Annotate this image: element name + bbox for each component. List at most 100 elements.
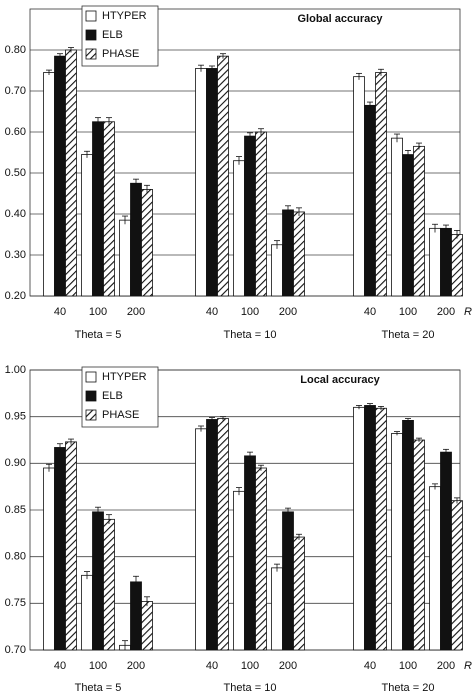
x-tick-label: 200	[127, 660, 145, 672]
error-bar	[46, 69, 52, 76]
error-bar	[236, 156, 242, 165]
error-bar	[144, 596, 150, 607]
y-tick-label: 0.75	[5, 597, 26, 609]
error-bar	[220, 416, 226, 421]
x-tick-label: 100	[241, 306, 259, 318]
error-bar	[296, 207, 302, 217]
legend-label: ELB	[102, 29, 123, 41]
x-axis-label: R	[464, 306, 472, 318]
bar	[375, 407, 387, 651]
error-bar	[57, 443, 63, 452]
x-tick-label: 40	[206, 306, 218, 318]
error-bar	[84, 571, 90, 580]
error-bar	[356, 405, 362, 410]
error-bar	[405, 150, 411, 159]
bar	[271, 244, 283, 297]
error-bar	[236, 487, 242, 496]
x-tick-label: 40	[206, 660, 218, 672]
legend-label: PHASE	[102, 48, 139, 60]
group-label: Theta = 20	[382, 329, 435, 341]
error-bar	[285, 205, 291, 214]
bar	[413, 145, 425, 297]
group-label: Theta = 5	[75, 329, 122, 341]
y-tick-label: 0.60	[5, 126, 26, 138]
error-bar	[220, 53, 226, 59]
error-bar	[133, 178, 139, 188]
bar	[364, 104, 376, 297]
bar	[141, 188, 153, 297]
error-bar	[209, 417, 215, 422]
legend-swatch	[85, 10, 97, 22]
bar	[402, 154, 414, 297]
error-bar	[367, 101, 373, 109]
bar	[206, 419, 218, 651]
error-bar	[247, 132, 253, 140]
error-bar	[443, 224, 449, 232]
error-bar	[68, 47, 74, 53]
group-label: Theta = 10	[224, 329, 277, 341]
legend-label: HTYPER	[102, 371, 147, 383]
bar	[429, 486, 441, 651]
y-tick-label: 0.85	[5, 504, 26, 516]
error-bar	[198, 425, 204, 432]
bar	[364, 405, 376, 651]
bar	[255, 131, 267, 297]
y-tick-label: 0.50	[5, 167, 26, 179]
error-bar	[274, 240, 280, 249]
bar	[130, 581, 142, 651]
error-bar	[133, 575, 139, 588]
legend-swatch	[85, 48, 97, 60]
error-bar	[95, 506, 101, 517]
legend-label: PHASE	[102, 409, 139, 421]
bar	[429, 227, 441, 297]
bar	[141, 601, 153, 651]
bar	[282, 209, 294, 297]
legend-swatch	[85, 390, 97, 402]
error-bar	[454, 229, 460, 239]
bar	[92, 511, 104, 651]
error-bar	[432, 483, 438, 490]
error-bar	[258, 464, 264, 471]
error-bar	[46, 463, 52, 472]
error-bar	[247, 451, 253, 460]
x-tick-label: 200	[279, 306, 297, 318]
y-tick-label: 0.70	[5, 644, 26, 656]
error-bar	[144, 184, 150, 194]
bar	[217, 55, 229, 297]
bar	[195, 68, 207, 297]
x-tick-label: 100	[89, 306, 107, 318]
error-bar	[416, 142, 422, 150]
y-tick-label: 0.80	[5, 551, 26, 563]
error-bar	[274, 563, 280, 572]
x-tick-label: 200	[127, 306, 145, 318]
error-bar	[285, 507, 291, 516]
bar	[451, 500, 463, 651]
error-bar	[258, 128, 264, 136]
bar	[293, 536, 305, 651]
x-tick-label: 40	[364, 306, 376, 318]
y-tick-label: 0.20	[5, 290, 26, 302]
error-bar	[68, 438, 74, 445]
bar	[391, 137, 403, 297]
bar	[130, 182, 142, 297]
x-tick-label: 200	[279, 660, 297, 672]
x-tick-label: 40	[364, 660, 376, 672]
bar	[54, 447, 66, 651]
bar	[43, 72, 55, 297]
legend-label: ELB	[102, 390, 123, 402]
group-label: Theta = 10	[224, 682, 277, 692]
y-tick-label: 0.80	[5, 44, 26, 56]
y-tick-label: 0.30	[5, 249, 26, 261]
bar	[282, 511, 294, 651]
bar	[65, 441, 77, 651]
error-bar	[443, 448, 449, 455]
bar	[353, 406, 365, 651]
y-tick-label: 0.40	[5, 208, 26, 220]
error-bar	[394, 431, 400, 436]
error-bar	[416, 437, 422, 442]
bar	[54, 55, 66, 297]
error-bar	[198, 64, 204, 72]
x-tick-label: 100	[399, 660, 417, 672]
x-tick-label: 200	[437, 306, 455, 318]
